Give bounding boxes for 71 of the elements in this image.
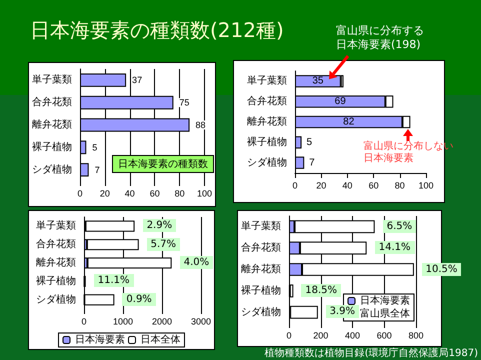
- annotation: 5.7%: [146, 238, 180, 251]
- x-tick-label: 60: [368, 180, 379, 190]
- annotation: 0.9%: [122, 292, 156, 306]
- y-tick-label: 単子葉類: [241, 220, 281, 232]
- x-tick-label: 80: [394, 180, 405, 190]
- x-tick-label: 40: [124, 188, 135, 198]
- x-tick-label: 0: [286, 330, 292, 340]
- legend-label: 日本海要素: [75, 334, 125, 346]
- x-tick-label: 3000: [190, 316, 212, 326]
- x-tick-label: 600: [376, 330, 392, 340]
- data-label: 5: [92, 142, 98, 152]
- annotation: 6.5%: [382, 220, 416, 233]
- y-tick-label: 裸子植物: [32, 140, 72, 153]
- chart-title: 日本海要素の種類数(212種): [30, 18, 284, 42]
- y-tick-label: シダ植物: [36, 293, 76, 306]
- y-tick-label: 単子葉類: [36, 220, 76, 232]
- x-tick-label: 20: [100, 188, 110, 198]
- data-label: 88: [196, 120, 206, 130]
- text: 植物種類数は植物目録(環境庁自然保護局1987): [264, 346, 478, 360]
- x-tick-label: 200: [313, 330, 328, 340]
- y-tick-label: 合弁花類: [241, 242, 281, 254]
- legend-label: 日本全体: [140, 334, 180, 346]
- annotation: 14.1%: [374, 241, 415, 254]
- y-tick-label: 合弁花類: [36, 238, 76, 250]
- data-label: 37: [132, 75, 142, 86]
- y-tick-label: 単子葉類: [247, 74, 287, 87]
- data-label: 5: [306, 136, 313, 148]
- data-label: 82: [343, 116, 355, 128]
- x-tick-label: 2000: [152, 316, 172, 326]
- data-label: 69: [334, 96, 346, 108]
- x-tick-label: 400: [344, 330, 360, 340]
- legend-label: 日本海要素: [360, 294, 410, 306]
- y-tick-label: 合弁花類: [32, 96, 72, 108]
- x-tick-label: 0: [77, 188, 83, 198]
- y-tick-label: 離弁花類: [32, 118, 72, 130]
- x-tick-label: 40: [342, 180, 352, 190]
- text: 富山県全体: [360, 308, 410, 320]
- x-tick-label: 1000: [112, 316, 134, 326]
- annotation: 富山県に分布しない日本海要素: [364, 141, 455, 164]
- y-tick-label: 合弁花類: [247, 95, 287, 108]
- annotation: 4.0%: [180, 256, 214, 269]
- annotation: 3.9%: [326, 305, 359, 318]
- chart-title: 富山県に分布する日本海要素(198): [336, 24, 425, 52]
- data-label: 7: [94, 164, 100, 175]
- annotation: 11.1%: [94, 274, 134, 288]
- y-tick-label: シダ植物: [32, 163, 72, 176]
- annotation: 10.5%: [422, 262, 462, 276]
- y-tick-label: シダ植物: [247, 156, 287, 168]
- x-tick-label: 60: [150, 188, 160, 198]
- annotation: 日本海要素の種類数: [112, 155, 214, 173]
- y-tick-label: 離弁花類: [241, 263, 281, 275]
- x-tick-label: 0: [292, 180, 298, 190]
- bar: [290, 306, 318, 319]
- annotation: 2.9%: [142, 219, 176, 232]
- y-tick-label: 離弁花類: [247, 116, 287, 128]
- annotation: 18.5%: [301, 284, 342, 297]
- y-tick-label: 裸子植物: [247, 136, 287, 148]
- data-label: 7: [309, 157, 316, 168]
- y-tick-label: 裸子植物: [241, 284, 281, 296]
- y-tick-label: 離弁花類: [36, 256, 76, 268]
- y-tick-label: 裸子植物: [36, 274, 76, 287]
- x-tick-label: 20: [316, 180, 326, 190]
- x-tick-label: 100: [418, 180, 434, 190]
- x-tick-label: 0: [81, 316, 87, 326]
- data-label: 75: [179, 98, 190, 108]
- x-tick-label: 80: [174, 188, 185, 198]
- data-label: 35: [312, 76, 324, 87]
- y-tick-label: シダ植物: [241, 306, 281, 318]
- y-tick-label: 単子葉類: [32, 74, 72, 86]
- x-tick-label: 100: [196, 188, 212, 198]
- x-tick-label: 800: [408, 330, 424, 340]
